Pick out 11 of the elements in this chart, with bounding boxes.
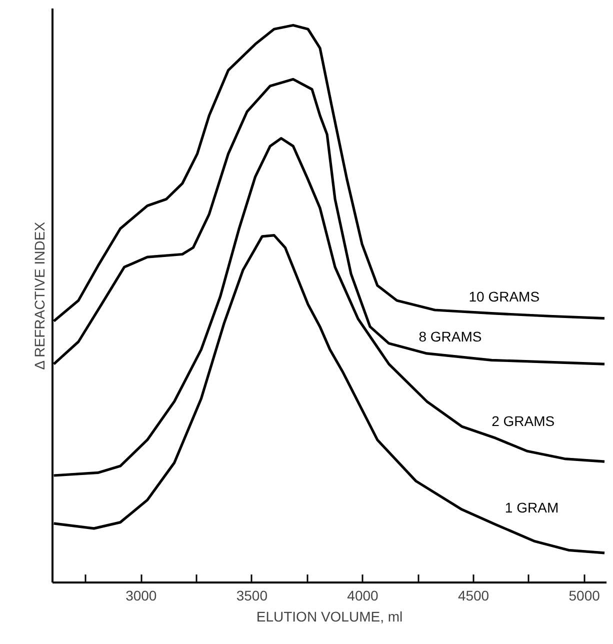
x-tick-label: 3500 <box>236 588 268 604</box>
x-axis-title: ELUTION VOLUME, ml <box>256 608 403 624</box>
y-axis-title: Δ REFRACTIVE INDEX <box>32 221 48 370</box>
series-label: 2 GRAMS <box>492 413 555 430</box>
series-label: 1 GRAM <box>504 500 559 516</box>
series-label: 8 GRAMS <box>418 328 482 344</box>
x-tick-label: 5000 <box>568 588 600 604</box>
x-tick-label: 3000 <box>126 588 157 604</box>
x-tick-label: 4000 <box>347 588 379 604</box>
series-label: 10 GRAMS <box>468 288 540 304</box>
x-tick-label: 4500 <box>458 588 490 604</box>
